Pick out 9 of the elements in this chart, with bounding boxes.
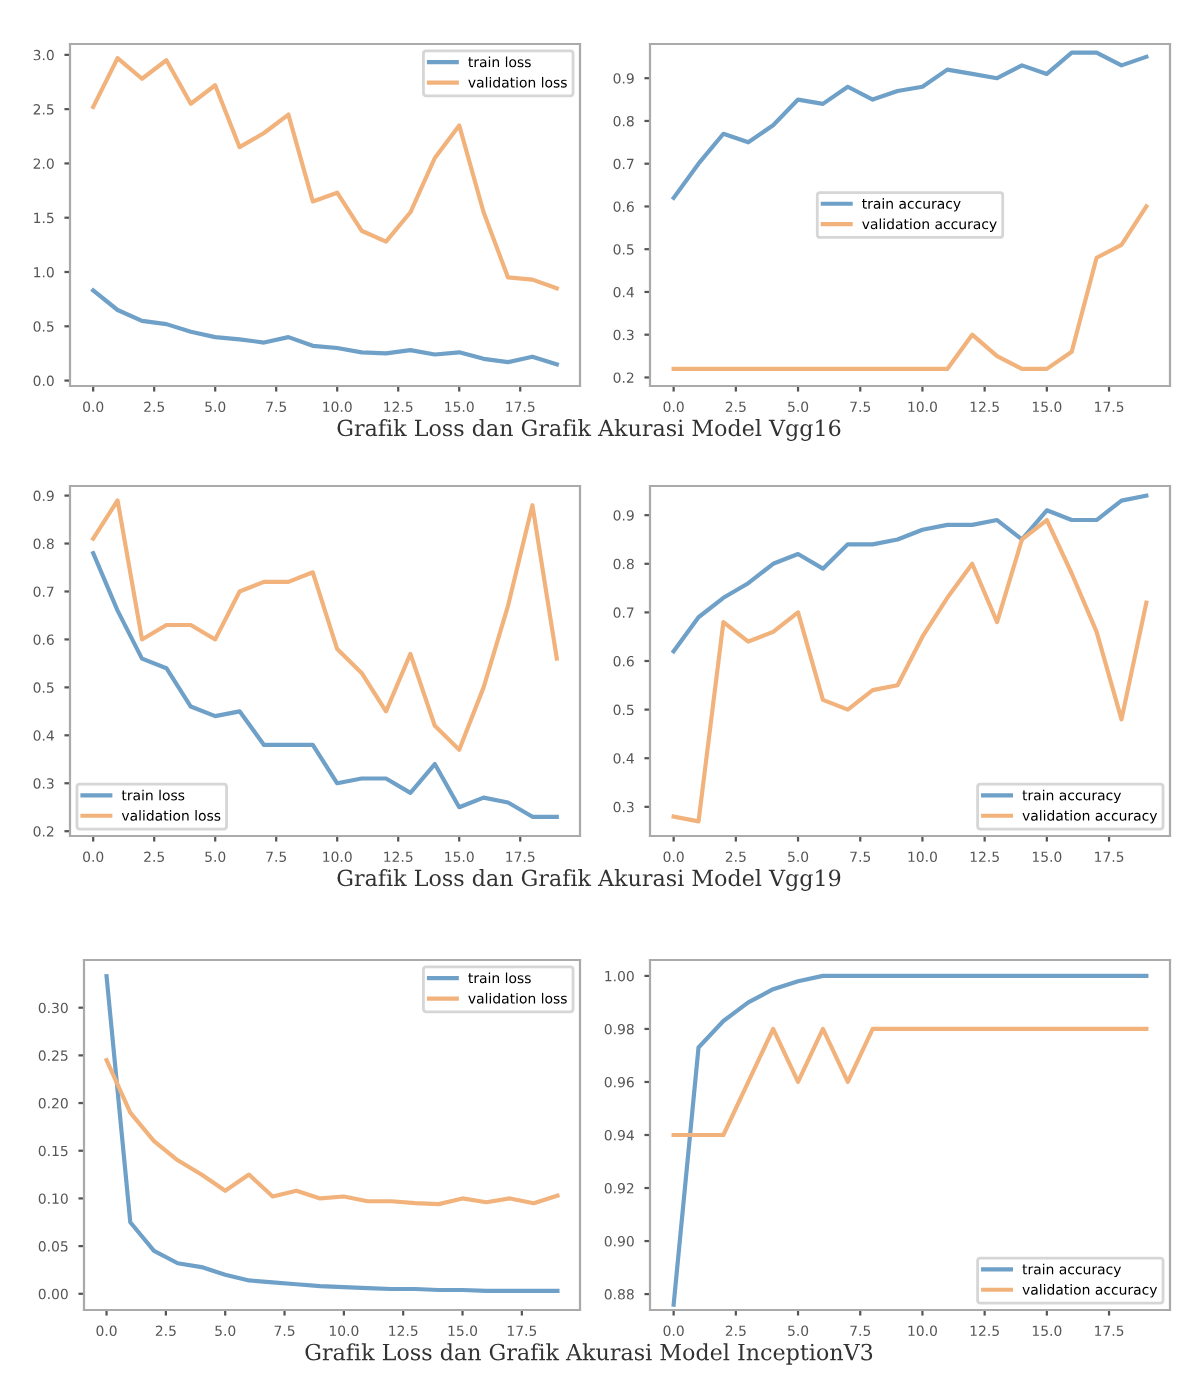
text: Grafik Loss dan Grafik Akurasi Model Vgg19 <box>337 869 841 891</box>
line-series <box>91 551 559 819</box>
line-series <box>671 50 1149 200</box>
text: Grafik Loss dan Grafik Akurasi Model InceptionV3 <box>305 1343 873 1365</box>
line-series <box>91 498 559 752</box>
line-series <box>104 1058 560 1207</box>
line-series <box>91 288 559 367</box>
text: Grafik Loss dan Grafik Akurasi Model Vgg16 <box>337 419 841 441</box>
line-series <box>671 493 1149 654</box>
